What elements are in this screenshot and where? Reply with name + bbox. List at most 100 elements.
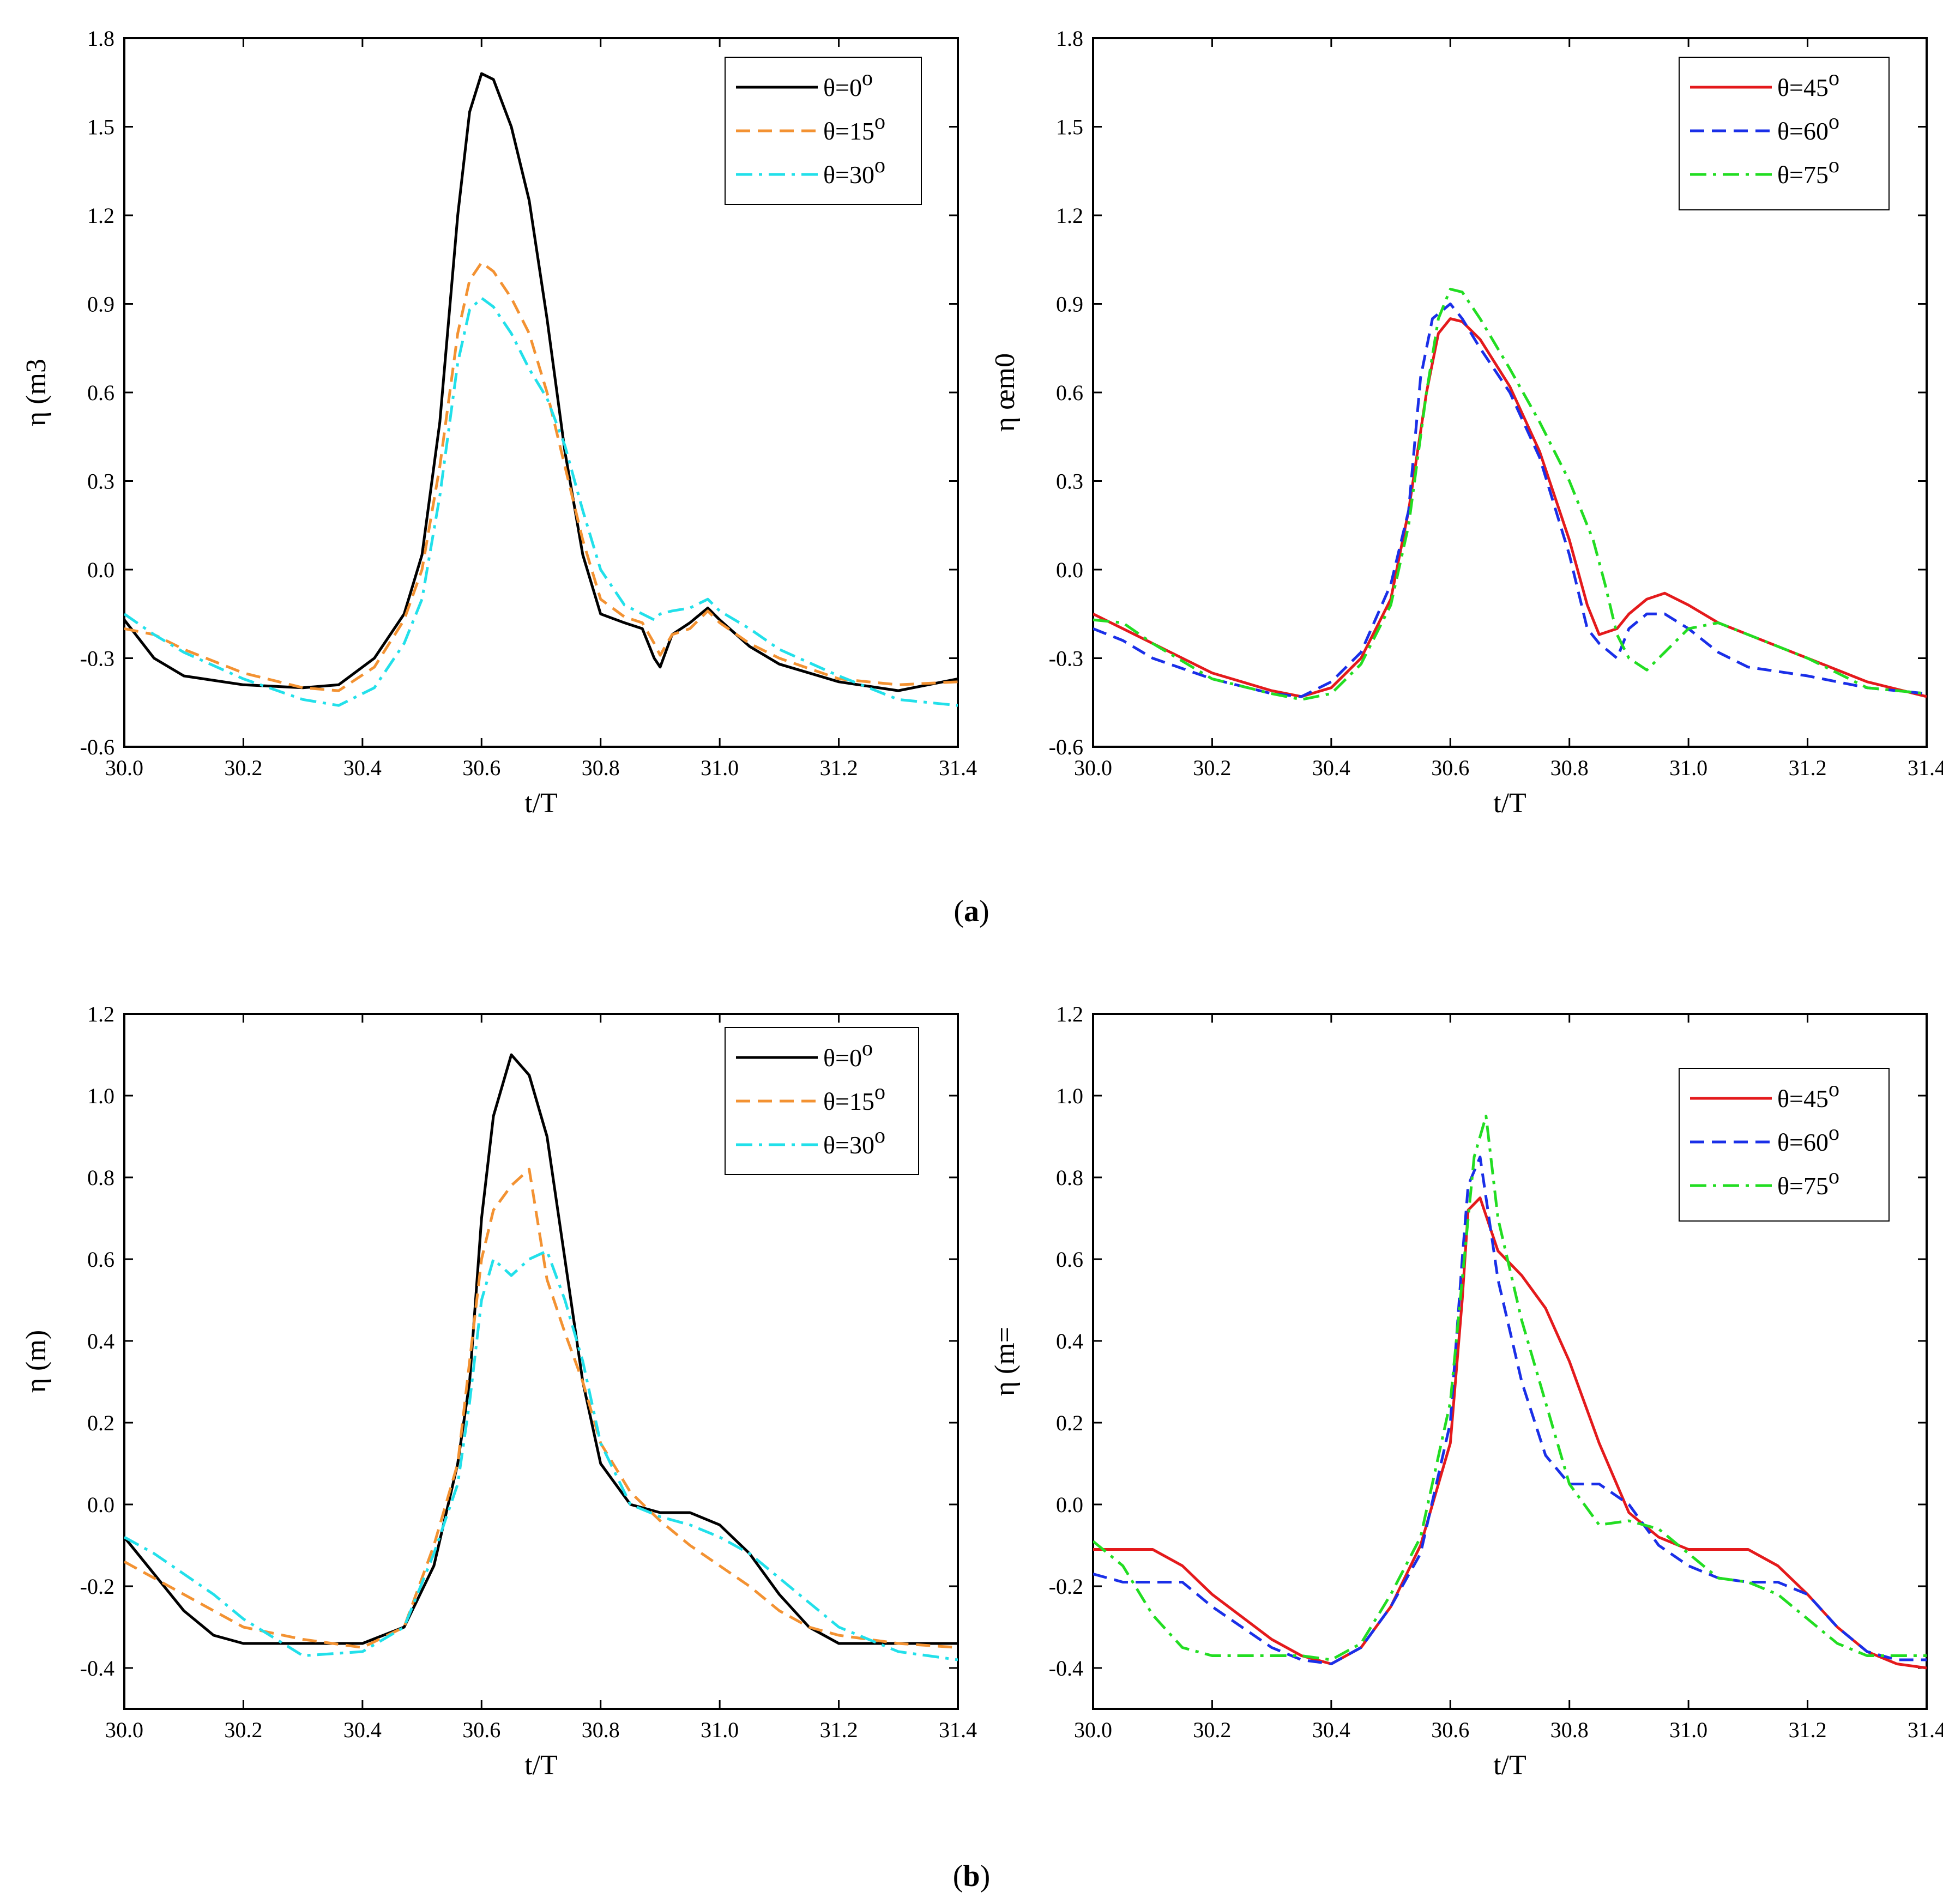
- legend-label-degree: o: [1829, 1164, 1839, 1188]
- caption-a: (a): [954, 894, 989, 928]
- y-tick-label: 0.3: [1056, 469, 1083, 494]
- y-tick-label: 1.5: [87, 115, 114, 140]
- y-tick-label: -0.6: [1049, 735, 1083, 759]
- legend-label-degree: o: [862, 1036, 873, 1060]
- y-tick-label: 1.2: [87, 1002, 114, 1026]
- y-tick-label: 1.5: [1056, 115, 1083, 140]
- y-tick-label: -0.4: [80, 1656, 114, 1681]
- x-tick-label: 30.4: [1312, 1718, 1350, 1742]
- legend-label-degree: o: [874, 153, 885, 177]
- series-line-75: [1093, 287, 1927, 701]
- x-tick-label: 30.6: [462, 755, 500, 780]
- chart-a-right: 30.0 30.2 30.4 30.6 30.8 31.0 31.2 31.4 -0.6 -0.3…: [989, 26, 1943, 819]
- y-tick-label: -0.3: [1049, 646, 1083, 671]
- y-tick-label: -0.4: [1049, 1656, 1083, 1681]
- plot-frame: [1092, 1013, 1928, 1710]
- y-tick-label: -0.6: [80, 735, 114, 759]
- y-axis-label: η (m3: [21, 359, 52, 426]
- y-tick-label: 0.9: [1056, 292, 1083, 317]
- x-axis-label: t/T: [524, 1750, 558, 1781]
- caption-b: (b): [953, 1859, 990, 1893]
- x-tick-label: 30.2: [1193, 755, 1231, 780]
- legend-label-degree: o: [874, 1079, 885, 1104]
- x-tick-label: 31.2: [1789, 1718, 1827, 1742]
- legend-box: [725, 1027, 919, 1175]
- series-line-30: [124, 1249, 958, 1661]
- x-tick-label: 30.6: [1431, 1718, 1469, 1742]
- legend-label-degree: o: [874, 1123, 885, 1147]
- x-tick-label: 30.0: [105, 755, 143, 780]
- series-line-30: [124, 297, 958, 707]
- x-tick-label: 30.4: [343, 1718, 382, 1742]
- x-tick-label: 30.8: [1550, 1718, 1589, 1742]
- chart-b-left: 30.0 30.2 30.4 30.6 30.8 31.0 31.2 31.4 -0.4 -0.2…: [21, 1002, 977, 1781]
- x-tick-label: 30.6: [462, 1718, 500, 1742]
- y-tick-label: 0.8: [87, 1165, 114, 1190]
- legend-label-degree: o: [1829, 1077, 1839, 1101]
- series-line-0: [124, 72, 958, 692]
- series-line-0: [124, 1053, 958, 1645]
- x-tick-label: 31.2: [1789, 755, 1827, 780]
- x-tick-label: 30.8: [582, 755, 620, 780]
- x-tick-label: 30.4: [1312, 755, 1350, 780]
- x-tick-label: 31.4: [1908, 1718, 1943, 1742]
- x-axis-label: t/T: [1493, 788, 1526, 819]
- x-tick-label: 31.2: [820, 1718, 858, 1742]
- legend-label-degree: o: [874, 109, 885, 134]
- y-tick-label: 1.8: [87, 26, 114, 51]
- y-tick-label: -0.2: [1049, 1574, 1083, 1599]
- x-tick-label: 30.2: [1193, 1718, 1231, 1742]
- y-tick-label: 0.6: [87, 380, 114, 405]
- x-tick-label: 31.4: [939, 755, 977, 780]
- x-tick-label: 31.4: [939, 1718, 977, 1742]
- y-tick-label: 0.6: [1056, 1247, 1083, 1272]
- chart-a-left: 30.0 30.2 30.4 30.6 30.8 31.0 31.2 31.4 -0.6 -0.3…: [21, 26, 977, 819]
- y-tick-label: 1.2: [1056, 203, 1083, 228]
- y-tick-label: 0.3: [87, 469, 114, 494]
- x-tick-label: 30.8: [582, 1718, 620, 1742]
- x-tick-label: 31.0: [701, 1718, 739, 1742]
- x-tick-label: 31.2: [820, 755, 858, 780]
- x-tick-label: 31.0: [1669, 755, 1707, 780]
- legend-box: [1679, 57, 1890, 210]
- series-line-75: [1093, 1115, 1927, 1661]
- y-tick-label: 1.0: [1056, 1084, 1083, 1108]
- x-tick-label: 30.2: [224, 1718, 262, 1742]
- y-tick-label: 0.6: [87, 1247, 114, 1272]
- y-tick-label: 0.0: [1056, 1492, 1083, 1517]
- legend-label-degree: o: [1829, 1120, 1839, 1145]
- series-line-45: [1093, 317, 1927, 698]
- x-axis-label: t/T: [1493, 1750, 1526, 1781]
- y-axis-label: η (m=: [989, 1327, 1021, 1396]
- y-tick-label: 0.2: [1056, 1411, 1083, 1435]
- series-line-15: [124, 1168, 958, 1649]
- y-tick-label: -0.2: [80, 1574, 114, 1599]
- y-tick-label: 0.2: [87, 1411, 114, 1435]
- y-axis-label: η (m): [21, 1330, 52, 1393]
- y-tick-label: 0.4: [1056, 1329, 1083, 1353]
- y-tick-label: 1.0: [87, 1084, 114, 1108]
- series-line-15: [124, 261, 958, 692]
- x-tick-label: 30.0: [1074, 755, 1112, 780]
- y-tick-label: 0.9: [87, 292, 114, 317]
- y-tick-label: 0.0: [1056, 558, 1083, 582]
- y-tick-label: -0.3: [80, 646, 114, 671]
- x-tick-label: 30.4: [343, 755, 382, 780]
- series-line-60: [1093, 1156, 1927, 1665]
- y-tick-label: 0.0: [87, 1492, 114, 1517]
- chart-b-right: 30.0 30.2 30.4 30.6 30.8 31.0 31.2 31.4 -0.4 -0.2…: [989, 1002, 1943, 1781]
- legend-label-degree: o: [862, 65, 873, 90]
- x-tick-label: 30.0: [105, 1718, 143, 1742]
- x-tick-label: 30.0: [1074, 1718, 1112, 1742]
- y-tick-label: 1.2: [1056, 1002, 1083, 1026]
- x-tick-label: 31.0: [1669, 1718, 1707, 1742]
- y-tick-label: 1.8: [1056, 26, 1083, 51]
- y-tick-label: 0.0: [87, 558, 114, 582]
- y-tick-label: 0.8: [1056, 1165, 1083, 1190]
- series-line-60: [1093, 303, 1927, 698]
- y-tick-label: 0.6: [1056, 380, 1083, 405]
- series-line-45: [1093, 1196, 1927, 1670]
- x-tick-label: 30.2: [224, 755, 262, 780]
- y-tick-label: 0.4: [87, 1329, 114, 1353]
